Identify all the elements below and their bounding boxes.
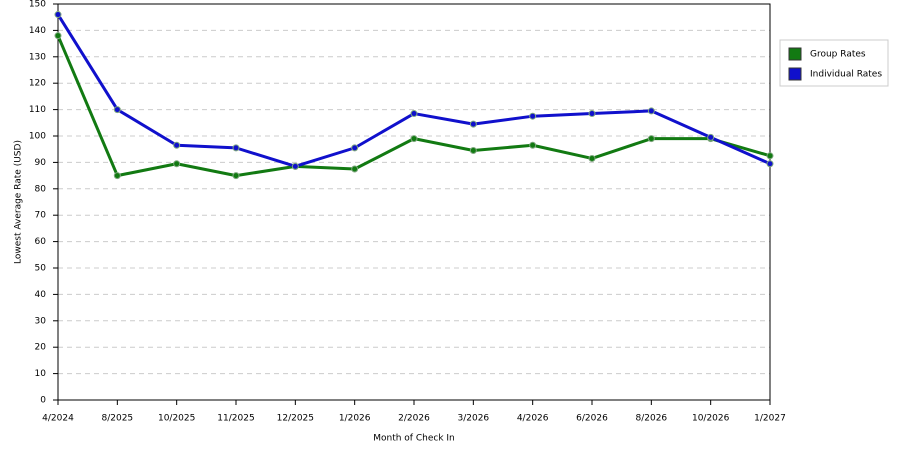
legend-swatch: [788, 47, 802, 61]
y-tick-label: 130: [29, 52, 46, 62]
x-tick-label: 6/2026: [576, 414, 608, 424]
data-point: [54, 32, 62, 40]
y-tick-label: 110: [29, 105, 46, 115]
data-point: [410, 135, 418, 143]
data-point: [469, 120, 477, 128]
x-tick-label: 12/2025: [277, 414, 314, 424]
data-point: [707, 133, 715, 141]
data-point: [351, 144, 359, 152]
series-line: [56, 13, 771, 168]
x-tick-label: 8/2026: [635, 414, 667, 424]
data-point: [529, 141, 537, 149]
y-tick-label: 40: [35, 290, 47, 300]
data-point: [232, 144, 240, 152]
y-tick-label: 50: [35, 264, 47, 274]
x-tick-label: 10/2025: [158, 414, 195, 424]
y-tick-label: 70: [35, 211, 47, 221]
y-tick-label: 100: [29, 132, 46, 142]
y-axis-label: Lowest Average Rate (USD): [14, 140, 24, 264]
y-tick-label: 10: [35, 369, 47, 379]
legend-swatch: [788, 67, 802, 81]
x-tick-label: 4/2024: [42, 414, 74, 424]
data-point: [647, 135, 655, 143]
data-point: [54, 11, 62, 19]
data-point: [529, 112, 537, 120]
x-tick-label: 3/2026: [457, 414, 489, 424]
data-point: [766, 160, 774, 168]
data-point: [351, 165, 359, 173]
data-point: [173, 160, 181, 168]
data-point: [232, 172, 240, 180]
y-tick-label: 60: [35, 237, 47, 247]
y-tick-label: 80: [35, 184, 47, 194]
x-tick-label: 4/2026: [517, 414, 549, 424]
x-tick-label: 2/2026: [398, 414, 430, 424]
plot-frame: [57, 3, 771, 401]
y-tick-label: 30: [35, 316, 47, 326]
x-tick-label: 11/2025: [217, 414, 254, 424]
data-point: [291, 162, 299, 170]
y-tick-label: 20: [35, 343, 47, 353]
data-point: [410, 110, 418, 118]
y-tick-label: 0: [40, 396, 46, 406]
data-point: [766, 152, 774, 160]
x-tick-label: 8/2025: [101, 414, 133, 424]
x-axis-label: Month of Check In: [373, 434, 455, 444]
data-point: [588, 110, 596, 118]
x-tick-label: 1/2027: [754, 414, 786, 424]
data-point: [173, 141, 181, 149]
data-point: [113, 172, 121, 180]
data-point: [469, 147, 477, 155]
data-point: [113, 106, 121, 114]
data-point: [647, 107, 655, 115]
y-tick-label: 90: [35, 158, 47, 168]
y-tick-label: 120: [29, 79, 46, 89]
data-point: [588, 154, 596, 162]
y-tick-label: 150: [29, 0, 46, 10]
x-tick-label: 1/2026: [339, 414, 371, 424]
legend-label: Group Rates: [810, 50, 866, 60]
y-tick-label: 140: [29, 26, 46, 36]
x-tick-label: 10/2026: [692, 414, 730, 424]
legend-label: Individual Rates: [810, 70, 882, 80]
